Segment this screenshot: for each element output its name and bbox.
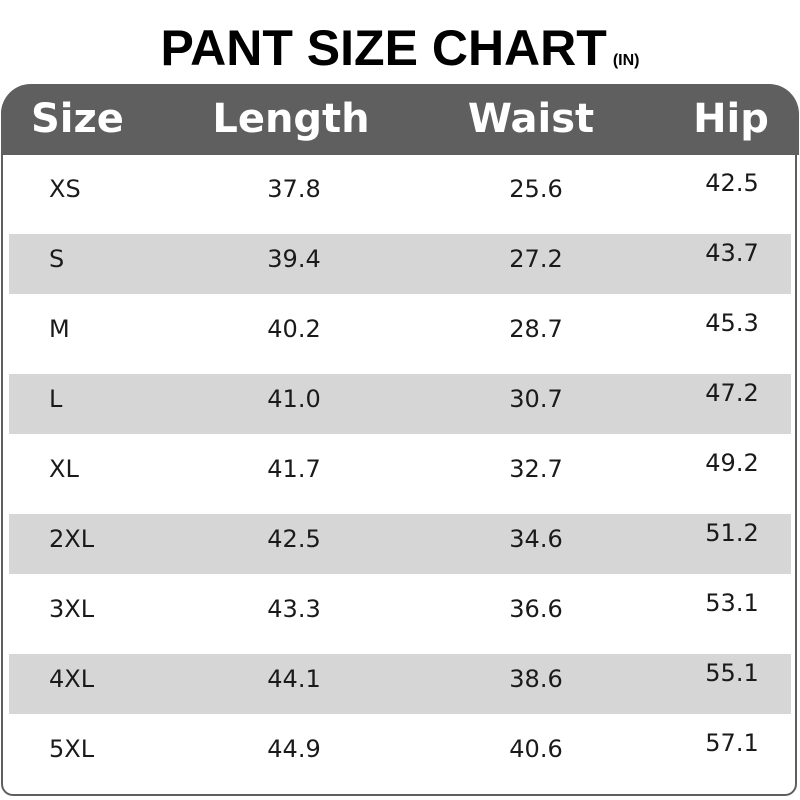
- row-stripe: [9, 654, 791, 714]
- table-row: XL 41.7 32.7 49.2: [9, 434, 791, 504]
- cell-waist: 28.7: [509, 315, 563, 343]
- table-row: 4XL 44.1 38.6 55.1: [9, 644, 791, 714]
- cell-waist: 34.6: [509, 525, 563, 553]
- row-stripe: [9, 234, 791, 294]
- cell-waist: 25.6: [509, 175, 563, 203]
- cell-length: 43.3: [267, 595, 321, 623]
- cell-hip: 57.1: [705, 729, 759, 757]
- cell-size: XL: [49, 455, 79, 483]
- cell-hip: 55.1: [705, 659, 759, 687]
- cell-waist: 27.2: [509, 245, 563, 273]
- row-stripe: [9, 374, 791, 434]
- header-hip: Hip: [693, 96, 769, 142]
- cell-hip: 42.5: [705, 169, 759, 197]
- cell-size: 5XL: [49, 735, 95, 763]
- page-title: PANT SIZE CHART (IN): [0, 18, 800, 91]
- table-row: XS 37.8 25.6 42.5: [9, 154, 791, 224]
- cell-size: L: [49, 385, 63, 413]
- table-row: M 40.2 28.7 45.3: [9, 294, 791, 364]
- table-row: S 39.4 27.2 43.7: [9, 224, 791, 294]
- cell-hip: 43.7: [705, 239, 759, 267]
- cell-length: 44.1: [267, 665, 321, 693]
- title-text: PANT SIZE CHART: [160, 20, 607, 76]
- cell-waist: 40.6: [509, 735, 563, 763]
- cell-size: 4XL: [49, 665, 95, 693]
- table-row: 2XL 42.5 34.6 51.2: [9, 504, 791, 574]
- cell-hip: 49.2: [705, 449, 759, 477]
- size-table: Size Length Waist Hip XS 37.8 25.6 42.5 S 39.…: [1, 84, 799, 796]
- cell-length: 41.0: [267, 385, 321, 413]
- cell-waist: 38.6: [509, 665, 563, 693]
- header-size: Size: [31, 96, 124, 142]
- cell-waist: 30.7: [509, 385, 563, 413]
- cell-length: 41.7: [267, 455, 321, 483]
- cell-size: XS: [49, 175, 81, 203]
- cell-hip: 51.2: [705, 519, 759, 547]
- cell-length: 40.2: [267, 315, 321, 343]
- header-waist: Waist: [467, 96, 595, 142]
- table-row: L 41.0 30.7 47.2: [9, 364, 791, 434]
- table-header: Size Length Waist Hip: [1, 84, 799, 155]
- cell-length: 44.9: [267, 735, 321, 763]
- table-row: 3XL 43.3 36.6 53.1: [9, 574, 791, 644]
- cell-waist: 32.7: [509, 455, 563, 483]
- cell-hip: 45.3: [705, 309, 759, 337]
- header-length: Length: [212, 96, 370, 142]
- cell-length: 42.5: [267, 525, 321, 553]
- cell-length: 39.4: [267, 245, 321, 273]
- cell-size: S: [49, 245, 65, 273]
- cell-waist: 36.6: [509, 595, 563, 623]
- cell-size: 3XL: [49, 595, 95, 623]
- cell-size: 2XL: [49, 525, 95, 553]
- unit-label: (IN): [612, 52, 640, 69]
- cell-hip: 47.2: [705, 379, 759, 407]
- cell-size: M: [49, 315, 70, 343]
- cell-hip: 53.1: [705, 589, 759, 617]
- row-stripe: [9, 514, 791, 574]
- cell-length: 37.8: [267, 175, 321, 203]
- table-row: 5XL 44.9 40.6 57.1: [9, 714, 791, 784]
